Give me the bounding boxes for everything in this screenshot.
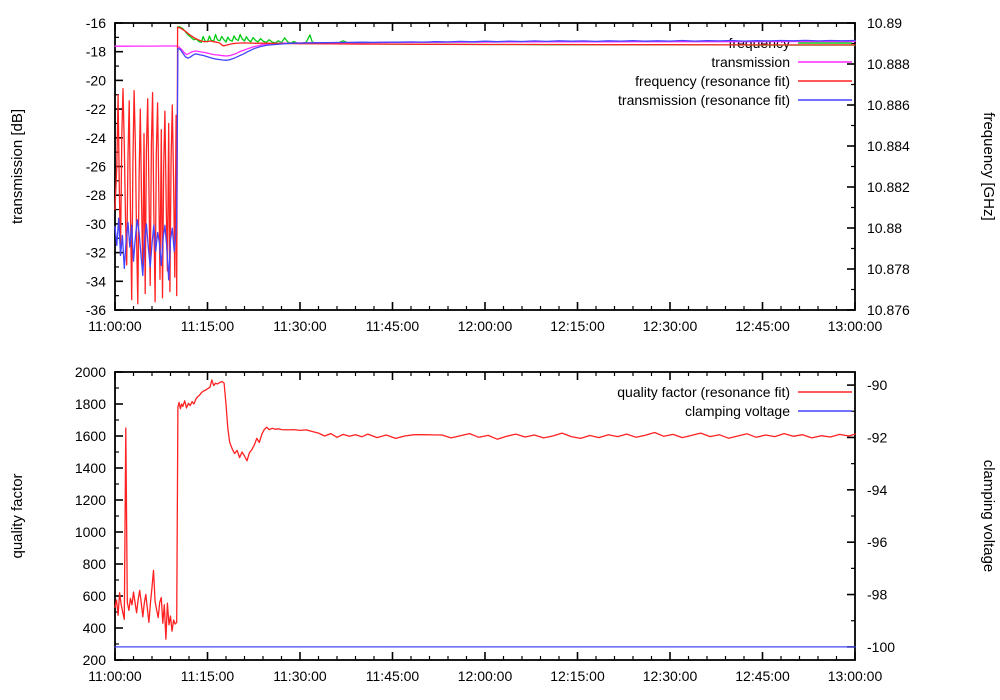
y-right-tick-label: -90 (867, 377, 887, 393)
x-tick-label: 12:00:00 (458, 318, 513, 334)
y-left-tick-label: 600 (83, 588, 107, 604)
legend-label: frequency (729, 35, 790, 51)
x-tick-label: 12:45:00 (735, 668, 790, 684)
x-tick-label: 11:30:00 (273, 318, 327, 334)
y-left-tick-label: -16 (86, 15, 106, 31)
quality-clamping-chart: 11:00:00 11:15:00 11:30:00 11:45:00 12:00:00… (9, 364, 997, 684)
x-tick-label: 13:00:00 (828, 668, 883, 684)
y-left-tick-label: 1800 (75, 396, 106, 412)
x-tick-label: 12:30:00 (643, 668, 698, 684)
y-left-tick-label: 200 (83, 652, 107, 668)
x-tick-label: 11:15:00 (181, 668, 235, 684)
x-tick-label: 12:00:00 (458, 668, 513, 684)
y-left-tick-label: -30 (86, 216, 106, 232)
legend-label: quality factor (resonance fit) (617, 384, 790, 400)
y-left-tick-label: -20 (86, 72, 106, 88)
series-transmission-resonance-fit (114, 39, 856, 281)
y-right-axis-title: frequency [GHz] (980, 112, 997, 220)
y-right-tick-label: -98 (867, 587, 887, 603)
y-right-tick-label: 10.888 (867, 56, 910, 72)
x-tick-label: 11:15:00 (181, 318, 235, 334)
y-left-tick-label: -34 (86, 273, 106, 289)
x-tick-label: 12:15:00 (550, 318, 605, 334)
y-right-tick-label: -94 (867, 482, 887, 498)
y-left-tick-label: -28 (86, 187, 106, 203)
y-right-axis-title: clamping voltage (980, 460, 997, 573)
y-left-tick-label: -32 (86, 245, 106, 261)
y-left-tick-label: 2000 (75, 364, 106, 380)
x-tick-label: 11:30:00 (273, 668, 327, 684)
y-left-tick-label: 1600 (75, 428, 106, 444)
x-tick-label: 11:00:00 (88, 318, 142, 334)
y-left-tick-label: -18 (86, 44, 106, 60)
y-right-tick-label: -100 (867, 639, 895, 655)
x-tick-label: 12:15:00 (550, 668, 605, 684)
x-tick-label: 12:45:00 (735, 318, 790, 334)
x-tick-label: 11:00:00 (88, 668, 142, 684)
y-left-tick-label: 400 (83, 620, 107, 636)
y-left-tick-label: -22 (86, 101, 106, 117)
y-left-axis-title: quality factor (9, 473, 26, 558)
x-tick-label: 11:45:00 (366, 668, 420, 684)
series-frequency-resonance-fit (114, 26, 856, 305)
y-left-tick-label: 1400 (75, 460, 106, 476)
y-left-tick-label: -36 (86, 302, 106, 318)
series-quality-factor-resonance-fit (114, 379, 856, 640)
y-right-tick-label: 10.876 (867, 302, 910, 318)
y-right-tick-label: 10.882 (867, 179, 910, 195)
legend-label: frequency (resonance fit) (635, 73, 790, 89)
transmission-frequency-chart: 11:00:00 11:15:00 11:30:00 11:45:00 12:00:00… (9, 15, 997, 334)
legend-label: clamping voltage (685, 403, 790, 419)
y-right-tick-label: -92 (867, 429, 887, 445)
y-left-tick-label: 1200 (75, 492, 106, 508)
y-left-tick-label: 1000 (75, 524, 106, 540)
x-tick-label: 12:30:00 (643, 318, 698, 334)
x-tick-label: 13:00:00 (828, 318, 883, 334)
x-tick-label: 11:45:00 (366, 318, 420, 334)
legend-label: transmission (resonance fit) (618, 92, 790, 108)
y-left-axis-title: transmission [dB] (9, 109, 26, 224)
y-right-tick-label: 10.89 (867, 15, 902, 31)
y-left-tick-label: 800 (83, 556, 107, 572)
y-right-tick-label: 10.88 (867, 220, 902, 236)
y-right-tick-label: 10.884 (867, 138, 910, 154)
y-left-tick-label: -24 (86, 130, 106, 146)
y-left-tick-label: -26 (86, 159, 106, 175)
y-right-tick-label: 10.878 (867, 261, 910, 277)
y-right-tick-label: -96 (867, 534, 887, 550)
y-right-tick-label: 10.886 (867, 97, 910, 113)
legend-label: transmission (711, 54, 790, 70)
